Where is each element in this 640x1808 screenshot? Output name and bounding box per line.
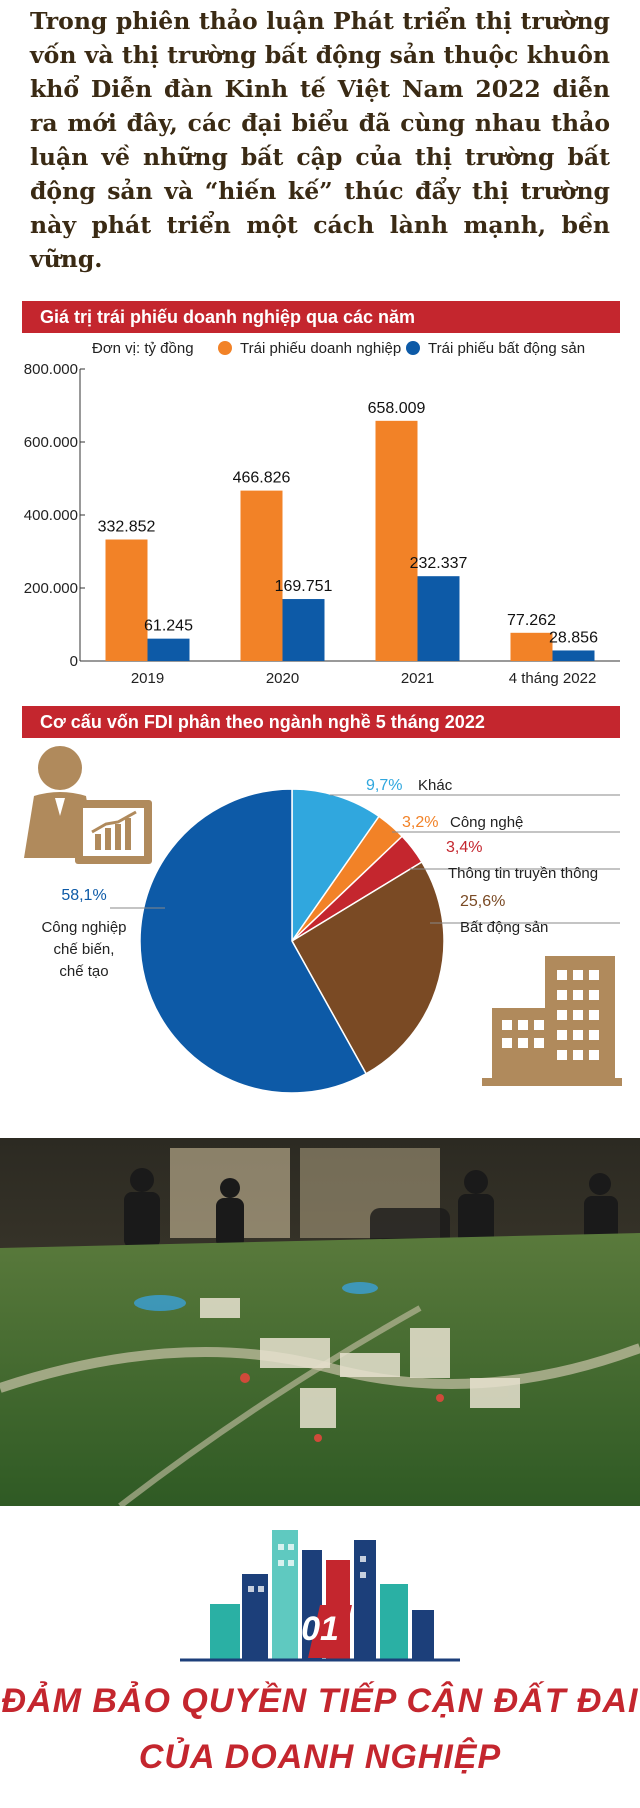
legend-marker-1 (406, 341, 420, 355)
bar-0-0 (105, 539, 148, 661)
section-title-line-1: ĐẢM BẢO QUYỀN TIẾP CẬN ĐẤT ĐAI (1, 1682, 639, 1720)
bar-0-2 (375, 420, 418, 661)
x-tick-label: 2021 (401, 670, 434, 687)
pie-percent-label: 25,6% (460, 893, 505, 910)
x-tick-label: 4 tháng 2022 (509, 670, 597, 687)
bar-value-label: 77.262 (507, 612, 556, 629)
pie-slice-4 (139, 788, 368, 1094)
pie-percent-label: 3,2% (402, 814, 438, 831)
pie-name-label: Thông tin truyền thông (448, 865, 598, 882)
bar-value-label: 61.245 (144, 618, 193, 635)
businessman-chart-icon (24, 746, 152, 864)
bar-1-0 (147, 638, 190, 661)
x-tick-label: 2019 (131, 670, 164, 687)
building-windows (502, 970, 599, 1060)
bar-value-label: 232.337 (410, 555, 468, 572)
pie-name-label: chế tạo (59, 963, 108, 980)
bar-value-label: 28.856 (549, 629, 598, 646)
y-tick-label: 800.000 (24, 361, 78, 378)
pie-name-label: Công nghiệp (41, 919, 126, 936)
pie-percent-label: 58,1% (61, 887, 106, 904)
x-tick-label: 2020 (266, 670, 299, 687)
pie-name-label: Khác (418, 777, 453, 794)
bar-1-2 (417, 576, 460, 661)
pie-slice-3 (290, 860, 445, 1075)
intro-paragraph: Trong phiên thảo luận Phát triển thị trư… (30, 7, 610, 273)
bar-chart: Đơn vị: tỷ đồng Trái phiếu doanh nghiệp Tr… (24, 340, 620, 687)
section-number: 01 (301, 1610, 339, 1648)
y-tick-label: 0 (70, 653, 78, 670)
legend-label-1: Trái phiếu bất động sản (428, 340, 585, 357)
unit-label: Đơn vị: tỷ đồng (92, 340, 194, 357)
pie-chart-title: Cơ cấu vốn FDI phân theo ngành nghề 5 th… (22, 706, 620, 738)
bar-value-label: 658.009 (368, 400, 426, 417)
pie-chart: 9,7% Khác 3,2% Công nghệ 3,4% Thông tin truyề… (24, 746, 622, 1094)
pie-name-label: Bất động sản (460, 919, 548, 936)
bar-value-label: 332.852 (98, 519, 156, 536)
bar-1-1 (282, 599, 325, 661)
pie-percent-label: 3,4% (446, 839, 482, 856)
y-tick-label: 200.000 (24, 580, 78, 597)
city-illustration (180, 1530, 460, 1662)
y-tick-label: 400.000 (24, 507, 78, 524)
bar-0-1 (240, 490, 283, 661)
pie-percent-label: 9,7% (366, 777, 402, 794)
section-title-line-2: CỦA DOANH NGHIỆP (138, 1738, 502, 1776)
bar-0-3 (510, 632, 553, 661)
bar-1-3 (552, 650, 595, 661)
pie-name-label: Công nghệ (450, 814, 523, 831)
pie-name-label: chế biến, (54, 941, 115, 958)
bar-value-label: 466.826 (233, 470, 291, 487)
y-tick-label: 600.000 (24, 434, 78, 451)
scale-model-photo (0, 1138, 640, 1506)
legend-marker-0 (218, 341, 232, 355)
bar-chart-title: Giá trị trái phiếu doanh nghiệp qua các … (22, 301, 620, 333)
legend-label-0: Trái phiếu doanh nghiệp (240, 340, 401, 357)
bar-value-label: 169.751 (275, 578, 333, 595)
pie-slice-0 (291, 788, 381, 944)
